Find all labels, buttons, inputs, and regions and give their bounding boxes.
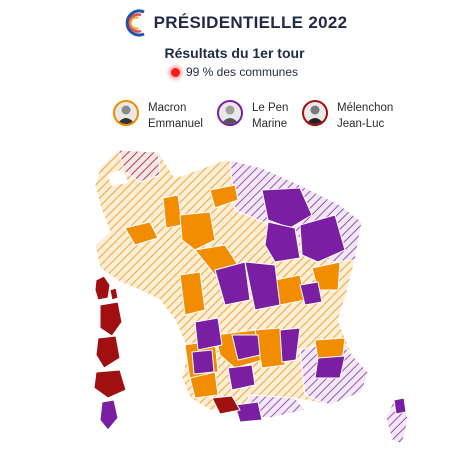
region-lepen-3	[299, 214, 346, 263]
legend-last-macron: Emmanuel	[148, 118, 203, 130]
header: PRÉSIDENTIELLE 2022	[0, 8, 469, 38]
overseas-4	[95, 335, 121, 369]
melenchon-avatar-icon	[302, 100, 328, 126]
region-lepen-13	[234, 401, 263, 423]
legend-label-macron: Macron Emmanuel	[148, 100, 203, 132]
legend-first-lepen: Le Pen	[252, 102, 289, 114]
region-lepen-8	[231, 334, 261, 361]
page-subtitle: Résultats du 1er tour	[164, 45, 305, 61]
region-lepen-2	[264, 221, 301, 263]
region-lepen-6	[299, 281, 323, 306]
region-melenchon-pyrenees	[211, 395, 241, 415]
region-lepen-1	[261, 187, 313, 229]
region-north-melenchon	[117, 149, 161, 183]
legend-item-melenchon[interactable]: Mélenchon Jean-Luc	[302, 100, 393, 132]
brand-year: 2022	[308, 13, 348, 32]
region-lepen-4	[214, 261, 251, 306]
legend-first-macron: Macron	[148, 102, 187, 114]
tricolor-arc-logo-icon	[125, 9, 145, 37]
legend-label-melenchon: Mélenchon Jean-Luc	[337, 100, 393, 132]
cotentin-notch	[107, 169, 129, 187]
overseas-2	[109, 287, 119, 301]
region-lepen-12	[227, 364, 256, 391]
overseas-5	[93, 369, 127, 399]
status-text: 99 % des communes	[185, 65, 299, 79]
region-macron-2	[162, 194, 183, 229]
legend-label-lepen: Le Pen Marine	[252, 100, 288, 132]
overseas-6	[99, 399, 119, 431]
overseas-3	[99, 301, 123, 337]
region-lepen-5	[244, 261, 281, 311]
region-lepen-11	[191, 349, 215, 375]
live-indicator-icon	[170, 67, 180, 77]
overseas-1	[94, 275, 111, 301]
results-status: 99 % des communes	[0, 65, 469, 79]
region-macron-1	[209, 184, 239, 209]
macron-avatar-icon	[113, 100, 139, 126]
region-macron-13	[189, 371, 219, 399]
lepen-avatar-icon	[217, 100, 243, 126]
region-lepen-7	[194, 317, 223, 351]
legend-item-macron[interactable]: Macron Emmanuel	[113, 100, 203, 132]
legend: Macron Emmanuel Le Pen Marine Mélenchon …	[0, 100, 469, 136]
brand-label: PRÉSIDENTIELLE	[153, 13, 304, 32]
region-macron-6	[179, 271, 206, 316]
legend-last-melenchon: Jean-Luc	[337, 118, 385, 130]
corsica-north	[393, 397, 407, 415]
region-macron-3	[124, 221, 159, 246]
region-lepen-10	[314, 355, 346, 379]
region-lepen-9	[279, 327, 301, 363]
region-macron-4	[179, 211, 216, 251]
legend-item-lepen[interactable]: Le Pen Marine	[217, 100, 288, 132]
brand-title: PRÉSIDENTIELLE 2022	[154, 13, 348, 33]
legend-first-melenchon: Mélenchon	[337, 102, 394, 114]
legend-last-lepen: Marine	[252, 118, 288, 130]
